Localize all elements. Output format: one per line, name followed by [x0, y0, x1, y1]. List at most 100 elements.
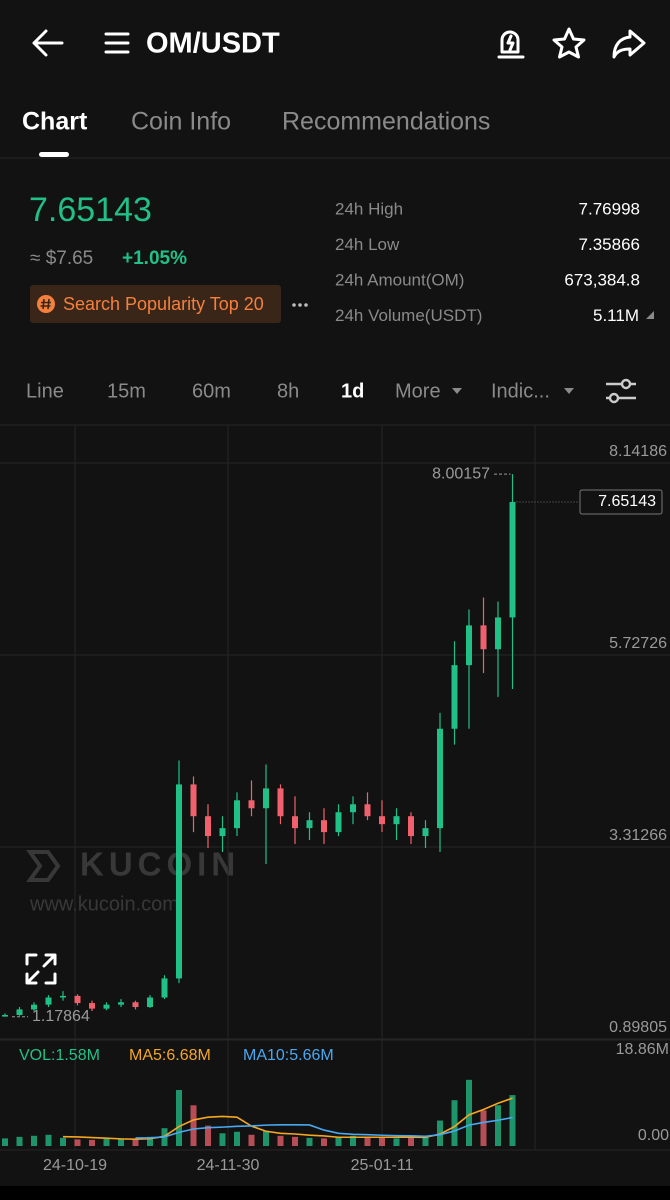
candle-body: [147, 997, 153, 1008]
share-icon: [612, 29, 646, 59]
volume-bar: [379, 1137, 385, 1146]
tabs: Chart Coin Info Recommendations: [22, 108, 490, 136]
pair-title[interactable]: OM/USDT: [146, 28, 280, 60]
y-tick-label: 8.14186: [609, 443, 667, 460]
stat-label: 24h Low: [335, 235, 400, 254]
fullscreen-icon: [25, 953, 57, 985]
dot: [292, 303, 296, 307]
candle-body: [132, 1002, 139, 1008]
watermark-url: www.kucoin.com: [29, 893, 179, 915]
candle-body: [205, 816, 211, 837]
candle-body: [60, 995, 66, 998]
candle-body: [2, 1014, 8, 1017]
settings-knob: [620, 378, 632, 390]
volume-bar: [147, 1136, 153, 1146]
price-change: +1.05%: [122, 248, 187, 269]
stat-label: 24h Volume(USDT): [335, 306, 482, 325]
menu-button[interactable]: [104, 32, 130, 54]
volume-bar: [190, 1105, 197, 1146]
y-tick-label: 0.89805: [609, 1019, 667, 1036]
candle-body: [408, 816, 414, 837]
volume-bar: [306, 1137, 313, 1146]
volume-bar: [408, 1137, 414, 1146]
volume-bar: [263, 1130, 269, 1146]
volume-tick-label: 0.00: [638, 1127, 669, 1144]
volume-bar: [205, 1125, 211, 1146]
stat-label: 24h Amount(OM): [335, 270, 464, 289]
stat-value: 7.35866: [579, 235, 640, 254]
chart: 8.14186 5.72726 3.31266 0.89805 8.00157 1.178…: [0, 425, 670, 1174]
fullscreen-button[interactable]: [25, 953, 57, 985]
volume-bar: [248, 1134, 255, 1146]
logo: [26, 850, 61, 882]
candle-body: [277, 788, 284, 817]
dropdown-caret: [564, 388, 574, 394]
timeframe[interactable]: 8h: [277, 380, 299, 402]
y-tick-label: 5.72726: [609, 635, 667, 652]
tab[interactable]: Coin Info: [131, 108, 231, 136]
badge-icon: [37, 295, 55, 313]
candle-body: [480, 625, 487, 650]
volume-bar: [31, 1135, 37, 1146]
menu-icon: [104, 32, 130, 54]
volume-bar: [422, 1136, 429, 1146]
settings-button[interactable]: [606, 378, 636, 404]
volume-legend: MA5:6.68M: [129, 1047, 211, 1064]
alert-icon: [497, 30, 525, 59]
volume-bar: [89, 1139, 95, 1146]
alert-button[interactable]: [497, 30, 525, 59]
candle-body: [176, 784, 182, 979]
candle-body: [379, 816, 385, 825]
stat-value: 7.76998: [579, 199, 640, 218]
candle-body: [437, 728, 443, 829]
candle-body: [45, 997, 52, 1005]
volume-bar: [451, 1100, 458, 1146]
volume-bar: [292, 1136, 298, 1146]
volume-bar: [16, 1136, 23, 1146]
timeframe[interactable]: More: [395, 380, 441, 402]
candle-body: [16, 1009, 23, 1015]
timeframe[interactable]: 60m: [192, 380, 231, 402]
volume-bar: [364, 1136, 371, 1146]
tab[interactable]: Recommendations: [282, 108, 490, 136]
candle-body: [335, 812, 342, 833]
more-button[interactable]: [292, 303, 308, 307]
back-icon: [32, 29, 64, 57]
favorite-button[interactable]: [552, 27, 586, 59]
last-price-label: 7.65143: [598, 493, 656, 510]
last-price: 7.65143: [29, 191, 152, 229]
high-label: 8.00157: [432, 465, 490, 482]
dot: [298, 303, 302, 307]
volume-bar: [335, 1137, 342, 1146]
candle-body: [321, 820, 327, 833]
share-button[interactable]: [612, 29, 646, 59]
volume-bar: [103, 1138, 110, 1146]
y-tick-label: 3.31266: [609, 827, 667, 844]
stat-value: 673,384.8: [564, 270, 640, 289]
timeframe[interactable]: 15m: [107, 380, 146, 402]
candle-body: [422, 828, 429, 837]
candle-body: [89, 1003, 95, 1009]
timeframe-bar: Line 15m 60m 8h 1d More Indic...: [26, 380, 550, 402]
candle-body: [248, 800, 255, 809]
tab[interactable]: Chart: [22, 108, 88, 136]
candle-body: [74, 995, 81, 1004]
volume-indicator: [646, 311, 654, 319]
candle-body: [292, 816, 298, 829]
timeframe[interactable]: Line: [26, 380, 64, 402]
x-tick-label: 25-01-11: [351, 1157, 414, 1174]
timeframe[interactable]: Indic...: [491, 380, 550, 402]
badge-text: Search Popularity Top 20: [63, 294, 264, 314]
popularity-badge[interactable]: Search Popularity Top 20: [30, 285, 281, 323]
timeframe[interactable]: 1d: [341, 380, 364, 402]
candle-body: [219, 828, 226, 837]
volume-bar: [277, 1135, 284, 1146]
badge-bg: [30, 285, 281, 323]
volume-bar: [45, 1134, 52, 1146]
back-button[interactable]: [32, 29, 64, 57]
candle-body: [350, 804, 356, 813]
stat-value: 5.11M: [593, 306, 639, 325]
volume-bar: [118, 1138, 124, 1146]
volume-tick-label: 18.86M: [616, 1041, 669, 1058]
